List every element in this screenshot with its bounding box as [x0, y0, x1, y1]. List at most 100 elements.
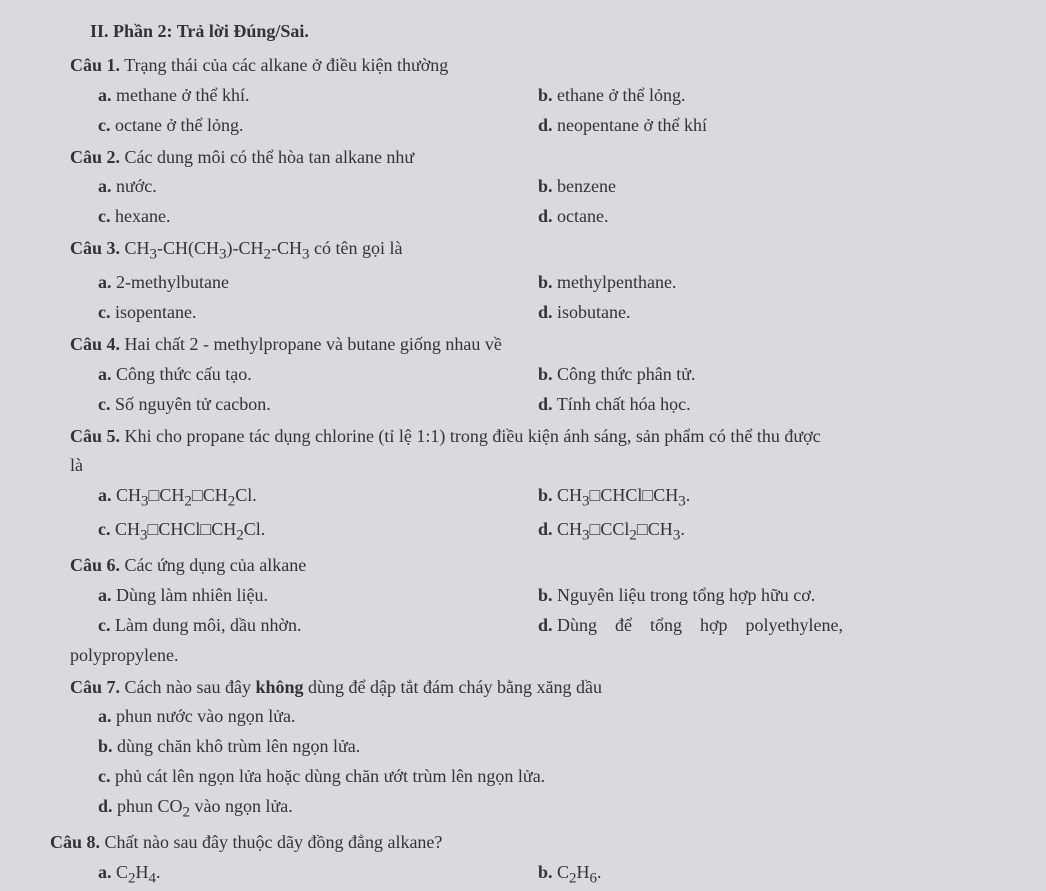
- q1-a-tag: a.: [98, 85, 112, 105]
- q7-pre: Cách nào sau đây: [125, 677, 256, 697]
- q7-label: Câu 7.: [70, 677, 120, 697]
- q6-c-text: Làm dung môi, dầu nhờn.: [115, 615, 302, 635]
- q7-d: d. phun CO2 vào ngọn lửa.: [98, 793, 1016, 825]
- q7-a: a. phun nước vào ngọn lửa.: [98, 703, 1016, 731]
- q4-b-text: Công thức phân tử.: [557, 364, 696, 384]
- q3-row-cd: c. isopentane. d. isobutane.: [98, 299, 1016, 327]
- q3-row-ab: a. 2-methylbutane b. methylpenthane.: [98, 269, 1016, 297]
- q2-text: Các dung môi có thể hòa tan alkane như: [125, 147, 415, 167]
- q6-b-text: Nguyên liệu trong tổng hợp hữu cơ.: [557, 585, 815, 605]
- q2-c-tag: c.: [98, 206, 111, 226]
- question-6: Câu 6. Các ứng dụng của alkane: [70, 552, 1016, 580]
- q5-b-tag: b.: [538, 485, 553, 505]
- q7-c: c. phủ cát lên ngọn lửa hoặc dùng chăn ư…: [98, 763, 1016, 791]
- q5-c-tag: c.: [98, 519, 111, 539]
- q8-a-text: C2H4.: [116, 862, 161, 882]
- q3-c-text: isopentane.: [115, 302, 196, 322]
- q6-a-text: Dùng làm nhiên liệu.: [116, 585, 268, 605]
- question-1: Câu 1. Trạng thái của các alkane ở điều …: [70, 52, 1016, 80]
- q4-a-text: Công thức cấu tạo.: [116, 364, 252, 384]
- q6-b-tag: b.: [538, 585, 553, 605]
- q4-d-text: Tính chất hóa học.: [557, 394, 691, 414]
- q1-a-text: methane ở thể khí.: [116, 85, 249, 105]
- q3-a-tag: a.: [98, 272, 112, 292]
- q5-row-ab: a. CH3□CH2□CH2Cl. b. CH3□CHCl□CH3.: [98, 482, 1016, 514]
- q1-d-text: neopentane ở thể khí: [557, 115, 707, 135]
- q3-b-text: methylpenthane.: [557, 272, 676, 292]
- q6-cont: polypropylene.: [70, 642, 1016, 670]
- question-4: Câu 4. Hai chất 2 - methylpropane và but…: [70, 331, 1016, 359]
- q7-post: dùng để dập tắt đám cháy bằng xăng dầu: [304, 677, 602, 697]
- q3-label: Câu 3.: [70, 238, 120, 258]
- q1-c-tag: c.: [98, 115, 111, 135]
- q5-a-tag: a.: [98, 485, 112, 505]
- q7-a-tag: a.: [98, 706, 112, 726]
- q5-row-cd: c. CH3□CHCl□CH2Cl. d. CH3□CCl2□CH3.: [98, 516, 1016, 548]
- q8-label: Câu 8.: [50, 832, 100, 852]
- question-2: Câu 2. Các dung môi có thể hòa tan alkan…: [70, 144, 1016, 172]
- q1-d-tag: d.: [538, 115, 553, 135]
- q1-row-cd: c. octane ở thể lỏng. d. neopentane ở th…: [98, 112, 1016, 140]
- q6-c-tag: c.: [98, 615, 111, 635]
- question-7: Câu 7. Cách nào sau đây không dùng để dậ…: [70, 674, 1016, 702]
- q7-c-text: phủ cát lên ngọn lửa hoặc dùng chăn ướt …: [115, 766, 545, 786]
- question-5: Câu 5. Khi cho propane tác dụng chlorine…: [70, 423, 1016, 451]
- q2-row-ab: a. nước. b. benzene: [98, 173, 1016, 201]
- q7-a-text: phun nước vào ngọn lửa.: [116, 706, 296, 726]
- q4-label: Câu 4.: [70, 334, 120, 354]
- question-3: Câu 3. CH3-CH(CH3)-CH2-CH3 có tên gọi là: [70, 235, 1016, 267]
- q5-a-text: CH3□CH2□CH2Cl.: [116, 485, 257, 505]
- q7-b-tag: b.: [98, 736, 113, 756]
- q6-d-text: Dùng để tổng hợp polyethylene,: [557, 615, 843, 635]
- q6-row-cd: c. Làm dung môi, dầu nhờn. d. Dùng để tổ…: [98, 612, 1016, 640]
- q8-a-tag: a.: [98, 862, 112, 882]
- q7-b: b. dùng chăn khô trùm lên ngọn lửa.: [98, 733, 1016, 761]
- q1-b-text: ethane ở thể lỏng.: [557, 85, 685, 105]
- question-8: Câu 8. Chất nào sau đây thuộc dãy đồng đ…: [50, 829, 1016, 857]
- q6-row-ab: a. Dùng làm nhiên liệu. b. Nguyên liệu t…: [98, 582, 1016, 610]
- q6-a-tag: a.: [98, 585, 112, 605]
- q6-d-tag: d.: [538, 615, 553, 635]
- q4-a-tag: a.: [98, 364, 112, 384]
- q3-b-tag: b.: [538, 272, 553, 292]
- q8-row-ab: a. C2H4. b. C2H6.: [98, 859, 1016, 891]
- q4-text: Hai chất 2 - methylpropane và butane giố…: [125, 334, 502, 354]
- q3-d-text: isobutane.: [557, 302, 631, 322]
- q1-c-text: octane ở thể lỏng.: [115, 115, 243, 135]
- q8-b-tag: b.: [538, 862, 553, 882]
- q2-a-tag: a.: [98, 176, 112, 196]
- q3-text: CH3-CH(CH3)-CH2-CH3 có tên gọi là: [125, 238, 403, 258]
- q4-d-tag: d.: [538, 394, 553, 414]
- q5-text: Khi cho propane tác dụng chlorine (tỉ lệ…: [125, 426, 821, 446]
- q4-row-cd: c. Số nguyên tử cacbon. d. Tính chất hóa…: [98, 391, 1016, 419]
- q7-b-text: dùng chăn khô trùm lên ngọn lửa.: [117, 736, 360, 756]
- q2-row-cd: c. hexane. d. octane.: [98, 203, 1016, 231]
- q2-d-tag: d.: [538, 206, 553, 226]
- q2-c-text: hexane.: [115, 206, 170, 226]
- q4-row-ab: a. Công thức cấu tạo. b. Công thức phân …: [98, 361, 1016, 389]
- q2-b-tag: b.: [538, 176, 553, 196]
- q4-b-tag: b.: [538, 364, 553, 384]
- q8-b-text: C2H6.: [557, 862, 602, 882]
- q7-c-tag: c.: [98, 766, 111, 786]
- q3-c-tag: c.: [98, 302, 111, 322]
- q1-row-ab: a. methane ở thể khí. b. ethane ở thể lỏ…: [98, 82, 1016, 110]
- q5-d-text: CH3□CCl2□CH3.: [557, 519, 685, 539]
- q1-text: Trạng thái của các alkane ở điều kiện th…: [124, 55, 448, 75]
- q5-b-text: CH3□CHCl□CH3.: [557, 485, 690, 505]
- q5-c-text: CH3□CHCl□CH2Cl.: [115, 519, 265, 539]
- q4-c-text: Số nguyên tử cacbon.: [115, 394, 271, 414]
- q2-b-text: benzene: [557, 176, 616, 196]
- q6-text: Các ứng dụng của alkane: [125, 555, 307, 575]
- q7-bold: không: [255, 677, 303, 697]
- q2-d-text: octane.: [557, 206, 608, 226]
- q5-cont: là: [70, 452, 1016, 480]
- section-title: II. Phần 2: Trả lời Đúng/Sai.: [90, 18, 1016, 46]
- q8-text: Chất nào sau đây thuộc dãy đồng đẳng alk…: [105, 832, 443, 852]
- q7-d-tag: d.: [98, 796, 113, 816]
- q6-label: Câu 6.: [70, 555, 120, 575]
- q1-label: Câu 1.: [70, 55, 120, 75]
- q3-a-text: 2-methylbutane: [116, 272, 229, 292]
- q7-d-text: phun CO2 vào ngọn lửa.: [117, 796, 293, 816]
- q2-label: Câu 2.: [70, 147, 120, 167]
